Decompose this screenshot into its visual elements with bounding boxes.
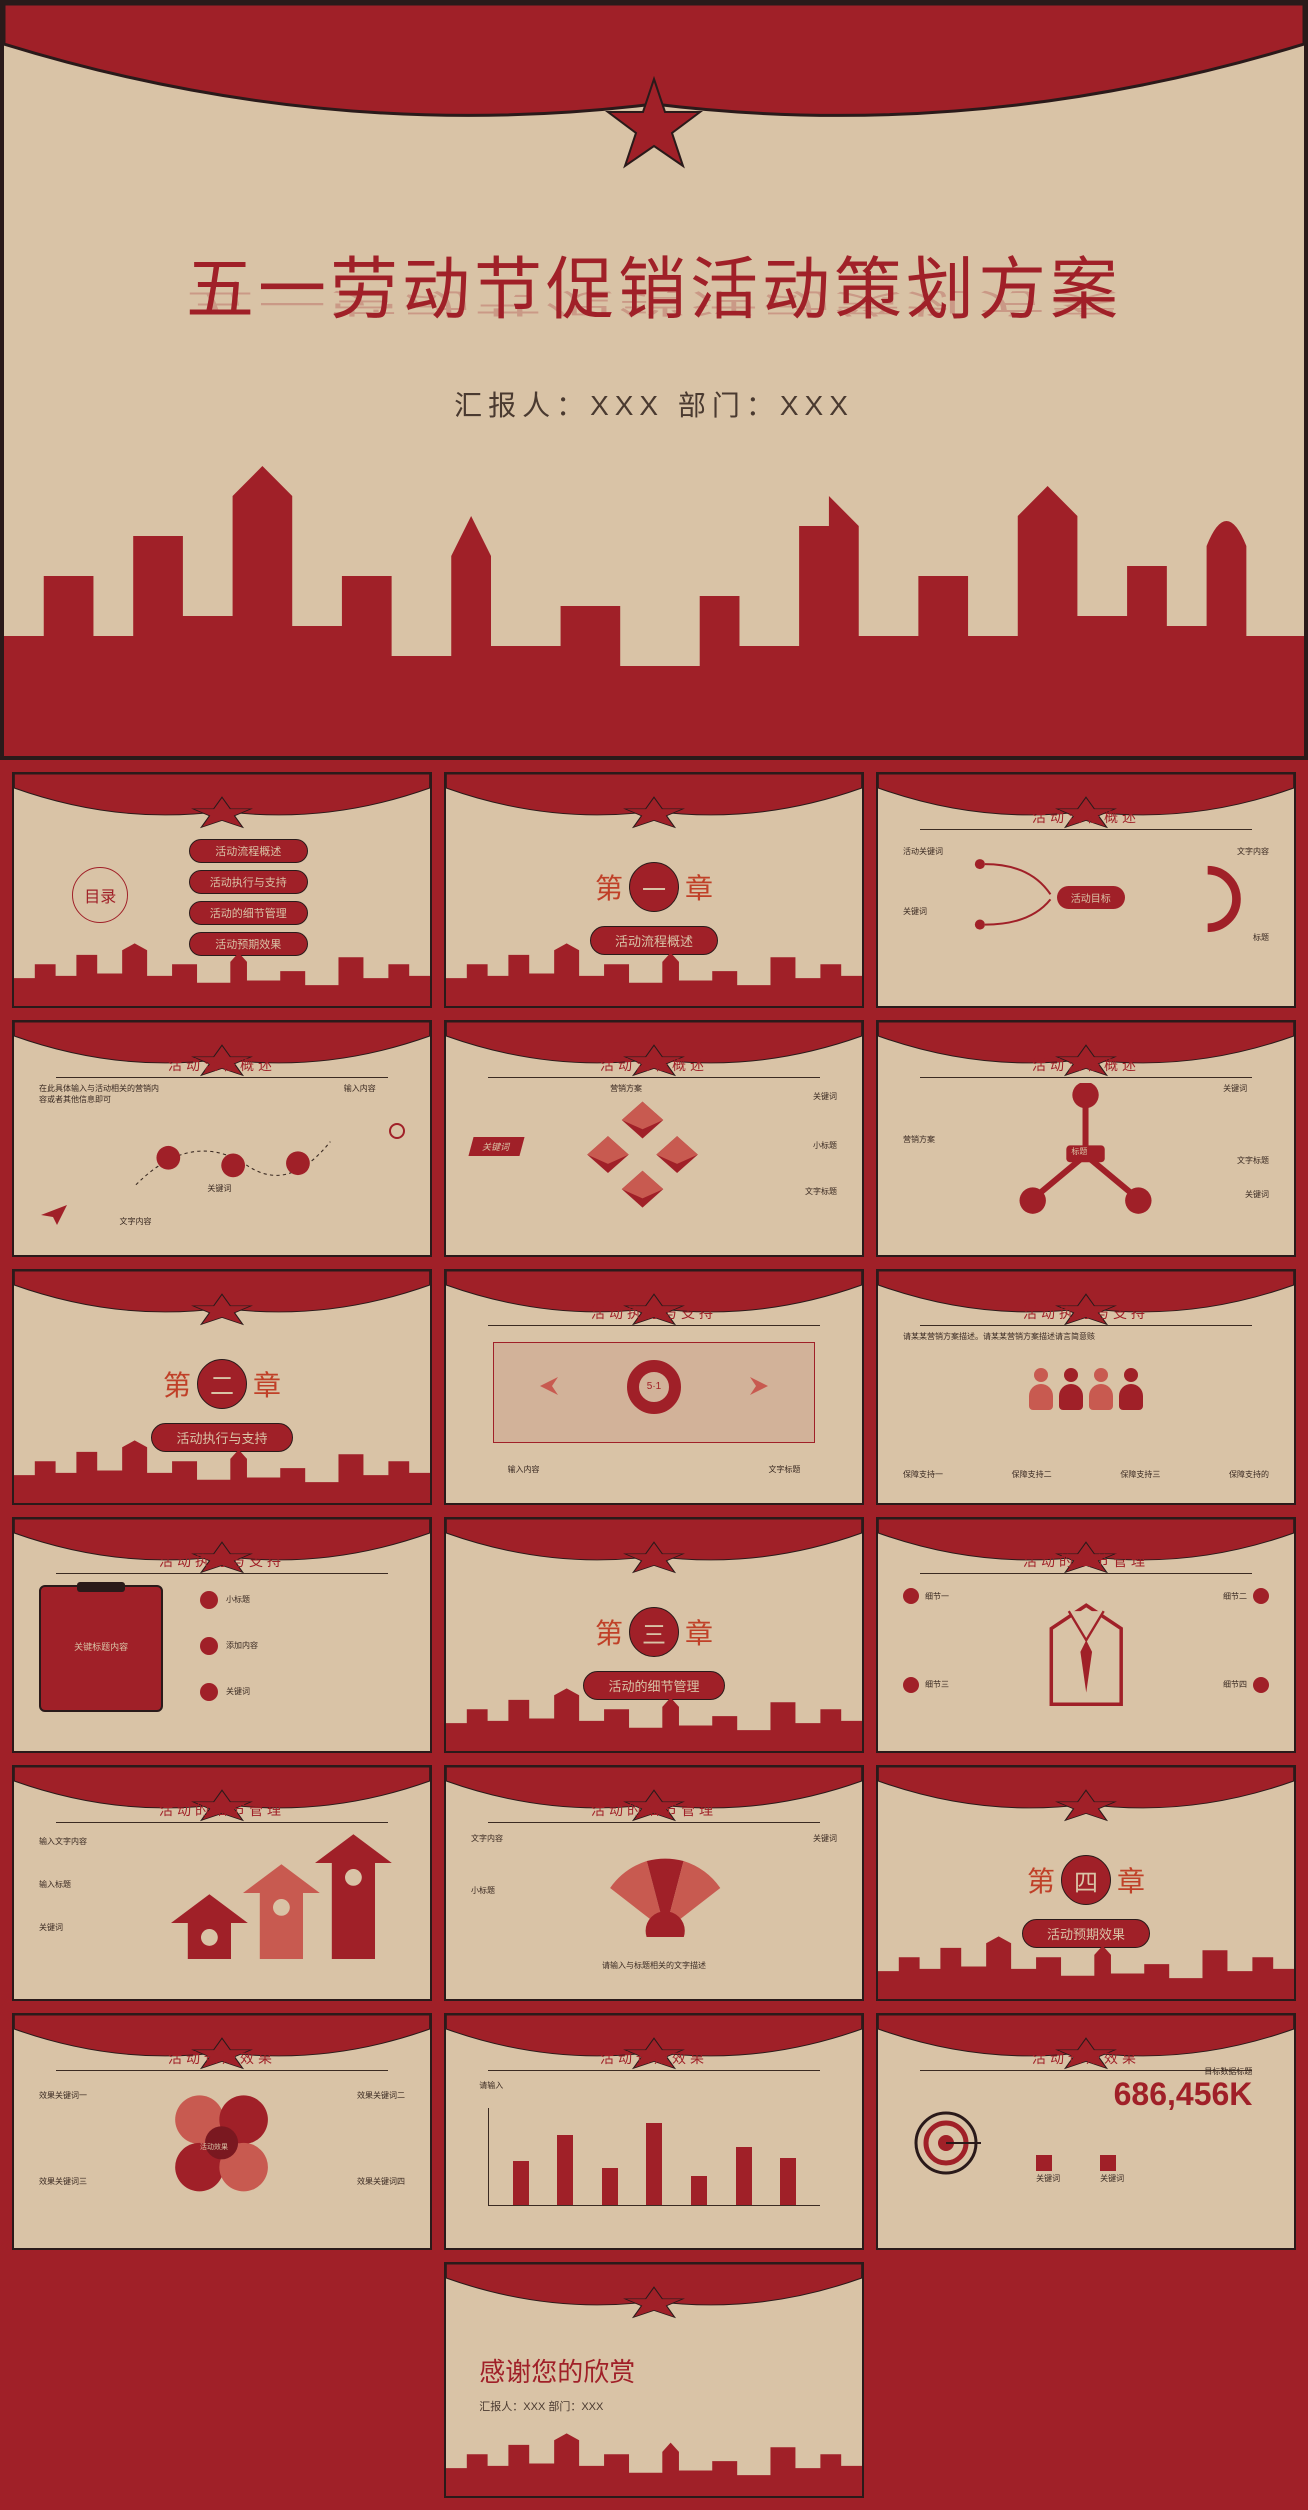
content: 标题 关键词 营销方案 文字标题 关键词 [903, 1083, 1269, 1227]
diamond-cluster [551, 1097, 734, 1212]
arrow-right-icon [748, 1371, 778, 1401]
arrow-left-icon [530, 1371, 560, 1401]
skyline-icon [14, 1438, 430, 1503]
arrow-steps [163, 1827, 405, 1971]
skyline-silhouette [4, 456, 1304, 756]
skyline-icon [446, 1686, 862, 1751]
slide-title: 活动流程概述 [14, 1055, 430, 1078]
toc-item: 活动流程概述 [189, 839, 308, 863]
drape-icon [14, 774, 430, 834]
drape-icon [446, 2264, 862, 2324]
slide-chapter-3[interactable]: 第三章 活动的细节管理 [444, 1517, 864, 1753]
slide-thanks[interactable]: 感谢您的欣赏 汇报人：XXX 部门：XXX [444, 2262, 864, 2498]
slide-detail-3[interactable]: 活动的细节管理 文字内容 小标题 关键词 请输入与标题相关的文字描述 [444, 1765, 864, 2001]
thumbnail-grid: 目录 活动流程概述 活动执行与支持 活动的细节管理 活动预期效果 第 一 章 活… [0, 760, 1308, 2262]
slide-title: 活动执行与支持 [878, 1303, 1294, 1326]
slide-chapter-2[interactable]: 第二章 活动执行与支持 [12, 1269, 432, 1505]
content: 在此具体输入与活动相关的营销内容或者其他信息即可 文字内容 关键词 输入内容 [39, 1083, 405, 1227]
thanks-title: 感谢您的欣赏 [479, 2352, 635, 2389]
slide-exec-3[interactable]: 活动执行与支持 关键标题内容 小标题 添加内容 关键词 [12, 1517, 432, 1753]
slide-exec-2[interactable]: 活动执行与支持 请某某营销方案描述。请某某营销方案描述请言简意赅 保障支持一 保… [876, 1269, 1296, 1505]
slide-chapter-4[interactable]: 第四章 活动预期效果 [876, 1765, 1296, 2001]
slide-flow-2[interactable]: 活动流程概述 在此具体输入与活动相关的营销内容或者其他信息即可 文字内容 关键词… [12, 1020, 432, 1256]
slide-title: 活动流程概述 [878, 807, 1294, 830]
slide-chapter-1[interactable]: 第 一 章 活动流程概述 [444, 772, 864, 1008]
arc-icon [1189, 863, 1270, 935]
content: 活动关键词 关键词 活动目标 文字内容 标题 [903, 834, 1269, 978]
connector-lines [947, 849, 1093, 950]
donut-icon: 5·1 [627, 1360, 681, 1414]
clipboard-icon: 关键标题内容 [39, 1585, 163, 1712]
toc-item: 活动执行与支持 [189, 870, 308, 894]
main-subtitle: 汇报人：XXX 部门：XXX [4, 384, 1304, 424]
suit-icon [1028, 1588, 1144, 1716]
slide-title: 活动的细节管理 [878, 1551, 1294, 1574]
skyline-icon [446, 2431, 862, 2496]
slide-flow-1[interactable]: 活动流程概述 活动关键词 关键词 活动目标 文字内容 标题 [876, 772, 1296, 1008]
slide-detail-2[interactable]: 活动的细节管理 输入文字内容 输入标题 关键词 [12, 1765, 432, 2001]
slide-flow-4[interactable]: 活动流程概述 标题 关键词 营销方案 文字标题 关键词 [876, 1020, 1296, 1256]
drape-icon [14, 1271, 430, 1331]
skyline-icon [14, 941, 430, 1006]
content: 关键标题内容 小标题 添加内容 关键词 [39, 1579, 405, 1723]
chapter-number: 一 [629, 862, 679, 912]
thanks-sub: 汇报人：XXX 部门：XXX [479, 2398, 603, 2414]
drape-icon [446, 774, 862, 834]
toc-item: 活动的细节管理 [189, 901, 308, 925]
content: 文字内容 小标题 关键词 请输入与标题相关的文字描述 [471, 1827, 837, 1971]
slide-expect-3[interactable]: 活动预期效果 686,456K 目标数据标题 关键词 关键词 [876, 2013, 1296, 2249]
drape-icon [446, 1519, 862, 1579]
slide-expect-2[interactable]: 活动预期效果 请输入 [444, 2013, 864, 2249]
slide-title: 活动的细节管理 [14, 1800, 430, 1823]
slide-title: 活动预期效果 [14, 2048, 430, 2071]
slide-detail-1[interactable]: 活动的细节管理 细节一 细节二 细节三 细节四 [876, 1517, 1296, 1753]
path-diagram [105, 1120, 361, 1206]
target-icon [389, 1123, 405, 1139]
content: 活动效果 效果关键词一 效果关键词二 效果关键词三 效果关键词四 [39, 2076, 405, 2220]
target-icon [911, 2108, 981, 2178]
fan-chart [581, 1839, 749, 1937]
slide-flow-3[interactable]: 活动流程概述 关键词 营销方案 关键词 小标题 文字标题 [444, 1020, 864, 1256]
slide-title: 活动流程概述 [446, 1055, 862, 1078]
big-number: 686,456K [1114, 2076, 1253, 2113]
people-icons [878, 1368, 1294, 1410]
slide-expect-1[interactable]: 活动预期效果 活动效果 效果关键词一 效果关键词二 效果关键词三 效果关键词四 [12, 2013, 432, 2249]
chapter-prefix: 第 [595, 867, 623, 907]
content: 关键词 营销方案 关键词 小标题 文字标题 [471, 1083, 837, 1227]
slide-title: 活动执行与支持 [446, 1303, 862, 1326]
content: 5·1 输入内容 文字标题 [471, 1331, 837, 1475]
content: 输入文字内容 输入标题 关键词 [39, 1827, 405, 1971]
title-reflection: 五一劳动节促销活动策划方案 [4, 285, 1304, 325]
left-tag: 关键词 [468, 1137, 524, 1156]
slide-title: 活动执行与支持 [14, 1551, 430, 1574]
slide-title: 活动的细节管理 [446, 1800, 862, 1823]
slide-title: 活动流程概述 [878, 1055, 1294, 1078]
paper-plane-icon [39, 1203, 69, 1227]
slide-exec-1[interactable]: 活动执行与支持 5·1 输入内容 文字标题 [444, 1269, 864, 1505]
slide-title: 活动预期效果 [446, 2048, 862, 2071]
toc-list: 活动流程概述 活动执行与支持 活动的细节管理 活动预期效果 [189, 839, 308, 956]
slide-toc[interactable]: 目录 活动流程概述 活动执行与支持 活动的细节管理 活动预期效果 [12, 772, 432, 1008]
chapter-suffix: 章 [685, 867, 713, 907]
skyline-icon [446, 941, 862, 1006]
skyline-icon [878, 1934, 1294, 1999]
drape-icon [878, 1767, 1294, 1827]
bar-chart [488, 2108, 821, 2206]
cover-slide: 五一劳动节促销活动策划方案 五一劳动节促销活动策划方案 汇报人：XXX 部门：X… [0, 0, 1308, 760]
toc-label: 目录 [72, 867, 128, 923]
last-row: 感谢您的欣赏 汇报人：XXX 部门：XXX [0, 2262, 1308, 2510]
star-icon [604, 74, 704, 174]
